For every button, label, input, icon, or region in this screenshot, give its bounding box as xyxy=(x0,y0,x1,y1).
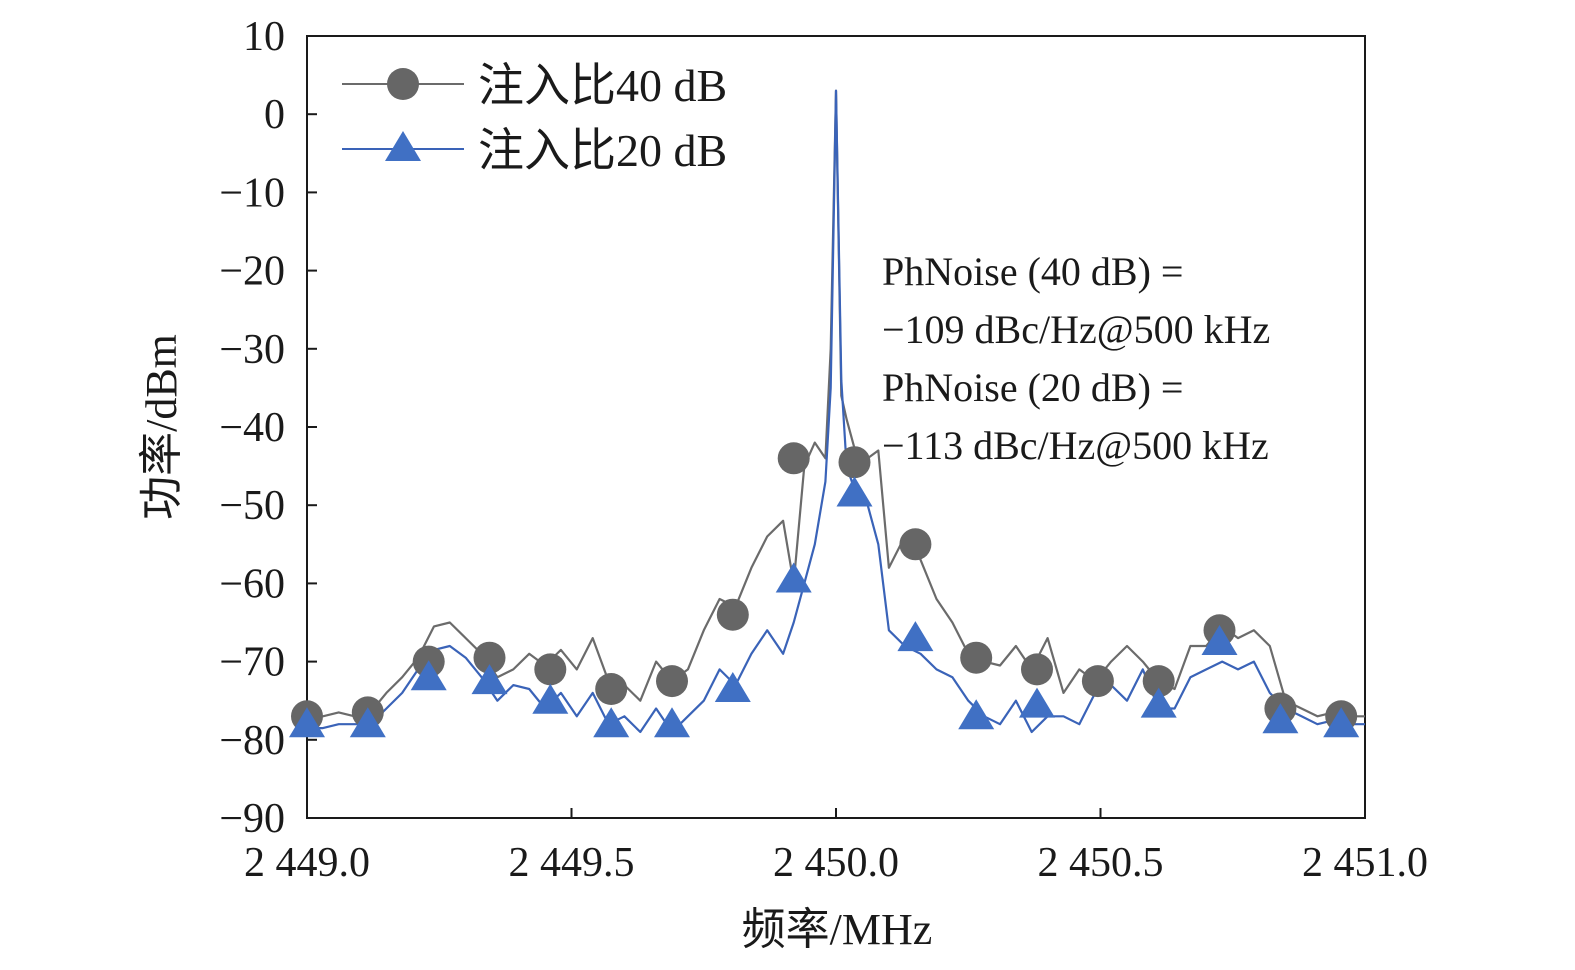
data-point-20db xyxy=(958,699,995,730)
data-point-40db xyxy=(534,653,567,686)
data-point-40db xyxy=(1081,665,1114,698)
y-tick-label: −30 xyxy=(219,327,285,373)
data-point-40db xyxy=(656,665,688,698)
y-tick-label: −70 xyxy=(219,640,285,686)
data-point-20db xyxy=(897,621,934,652)
annotation-line-1: PhNoise (40 dB) = xyxy=(882,249,1183,294)
y-tick-label: −80 xyxy=(219,718,285,764)
x-axis-label: 频率/MHz xyxy=(742,905,933,954)
data-point-40db xyxy=(595,673,628,705)
data-point-40db xyxy=(899,528,932,561)
data-point-20db xyxy=(1019,687,1055,718)
series-layer xyxy=(307,89,1365,734)
x-tick-label: 2 449.0 xyxy=(244,840,370,886)
y-tick-label: −90 xyxy=(219,796,285,842)
data-point-20db xyxy=(410,660,447,691)
data-point-20db xyxy=(836,476,873,507)
annotation-line-2: −109 dBc/Hz@500 kHz xyxy=(882,307,1270,352)
y-tick-label: 0 xyxy=(264,92,285,138)
y-tick-label: 10 xyxy=(243,14,285,60)
legend-label-40db: 注入比40 dB xyxy=(478,60,727,111)
data-point-40db xyxy=(838,446,871,479)
data-point-20db xyxy=(289,707,325,738)
legend-marker-circle xyxy=(387,68,419,100)
axes: 10 0 −10 −20 −30 −40 −50 −60 −70 −80 −902 449.0 2 4… xyxy=(219,14,1428,886)
data-point-20db xyxy=(1140,687,1177,718)
data-point-40db xyxy=(1142,665,1175,698)
data-point-20db xyxy=(349,707,386,738)
data-point-40db xyxy=(777,442,810,475)
annotation-line-3: PhNoise (20 dB) = xyxy=(882,365,1183,410)
annotation-line-4: −113 dBc/Hz@500 kHz xyxy=(882,423,1269,468)
data-point-20db xyxy=(593,707,630,738)
x-tick-label: 2 449.5 xyxy=(509,840,635,886)
data-point-20db xyxy=(1262,703,1299,734)
data-point-20db xyxy=(1323,707,1360,738)
data-point-20db xyxy=(654,707,690,738)
data-point-20db xyxy=(775,562,812,593)
data-point-40db xyxy=(473,641,506,674)
data-point-40db xyxy=(716,598,749,631)
x-tick-label: 2 451.0 xyxy=(1302,840,1428,886)
y-axis-label: 功率/dBm xyxy=(137,334,186,520)
legend-marker-triangle xyxy=(385,131,421,161)
data-point-20db xyxy=(714,672,751,702)
series-line-20db xyxy=(307,89,1365,734)
data-point-40db xyxy=(960,641,993,674)
y-tick-label: −50 xyxy=(219,483,285,529)
legend: 注入比40 dB 注入比20 dB xyxy=(342,60,727,176)
y-tick-label: −20 xyxy=(219,249,285,295)
x-tick-label: 2 450.0 xyxy=(773,840,899,886)
marker-layer xyxy=(289,442,1360,738)
data-point-20db xyxy=(471,664,508,695)
data-point-20db xyxy=(532,683,569,714)
y-tick-label: −40 xyxy=(219,405,285,451)
y-tick-label: −60 xyxy=(219,561,285,607)
data-point-20db xyxy=(1201,625,1238,655)
legend-label-20db: 注入比20 dB xyxy=(478,125,727,176)
phase-noise-annotation: PhNoise (40 dB) = −109 dBc/Hz@500 kHz Ph… xyxy=(882,249,1270,468)
x-tick-label: 2 450.5 xyxy=(1038,840,1164,886)
y-tick-label: −10 xyxy=(219,170,285,216)
data-point-40db xyxy=(1021,653,1053,686)
